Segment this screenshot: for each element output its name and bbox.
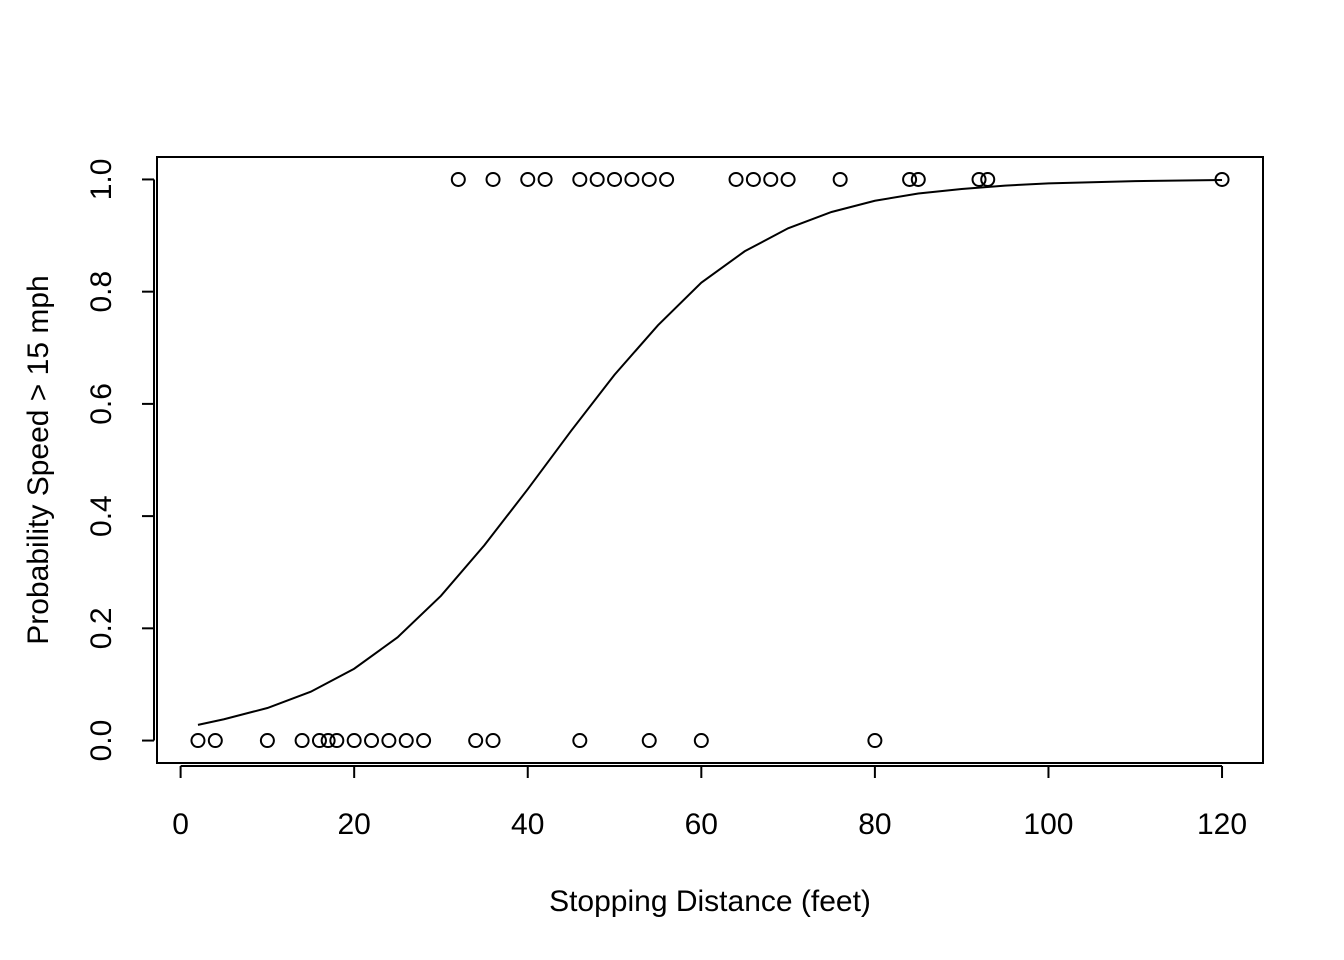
- y-tick-label: 0.6: [85, 383, 118, 425]
- data-point: [346, 733, 362, 749]
- data-point: [902, 171, 918, 187]
- data-point: [398, 733, 414, 749]
- x-axis-label: Stopping Distance (feet): [549, 885, 871, 918]
- y-tick-label: 0.4: [85, 495, 118, 537]
- data-point: [381, 733, 397, 749]
- data-point: [641, 733, 657, 749]
- x-tick-label: 20: [337, 808, 370, 841]
- data-point: [971, 171, 987, 187]
- data-point: [572, 171, 588, 187]
- y-tick-label: 1.0: [85, 159, 118, 201]
- y-axis: 0.0 0.2 0.4 0.6 0.8 1.0: [85, 159, 155, 762]
- data-points: [190, 171, 1230, 749]
- data-point: [364, 733, 380, 749]
- data-point: [624, 171, 640, 187]
- fitted-curve: [197, 179, 1223, 726]
- y-tick-label: 0.0: [85, 720, 118, 762]
- data-point: [468, 733, 484, 749]
- data-point: [641, 171, 657, 187]
- data-point: [589, 171, 605, 187]
- data-point: [190, 733, 206, 749]
- data-point: [485, 733, 501, 749]
- data-point: [485, 171, 501, 187]
- data-point: [311, 733, 327, 749]
- y-tick-label: 0.2: [85, 607, 118, 649]
- data-point: [607, 171, 623, 187]
- x-tick-label: 0: [172, 808, 189, 841]
- data-point: [867, 733, 883, 749]
- data-point: [763, 171, 779, 187]
- y-axis-label: Probability Speed > 15 mph: [22, 275, 55, 644]
- data-point: [520, 171, 536, 187]
- data-point: [745, 171, 761, 187]
- data-point: [537, 171, 553, 187]
- data-point: [693, 733, 709, 749]
- x-axis: 0 20 40 60 80 100 120: [172, 765, 1247, 841]
- data-point: [294, 733, 310, 749]
- data-point: [910, 171, 926, 187]
- data-point: [259, 733, 275, 749]
- data-point: [832, 171, 848, 187]
- data-point: [329, 733, 345, 749]
- data-point: [207, 733, 223, 749]
- y-tick-label: 0.8: [85, 271, 118, 313]
- x-tick-label: 120: [1197, 808, 1247, 841]
- plot-frame: [156, 156, 1264, 764]
- data-point: [416, 733, 432, 749]
- data-point: [320, 733, 336, 749]
- data-point: [572, 733, 588, 749]
- x-tick-label: 80: [858, 808, 891, 841]
- x-tick-label: 60: [685, 808, 718, 841]
- x-tick-label: 40: [511, 808, 544, 841]
- data-point: [659, 171, 675, 187]
- data-point: [728, 171, 744, 187]
- data-point: [980, 171, 996, 187]
- x-tick-label: 100: [1023, 808, 1073, 841]
- data-point: [780, 171, 796, 187]
- data-point: [450, 171, 466, 187]
